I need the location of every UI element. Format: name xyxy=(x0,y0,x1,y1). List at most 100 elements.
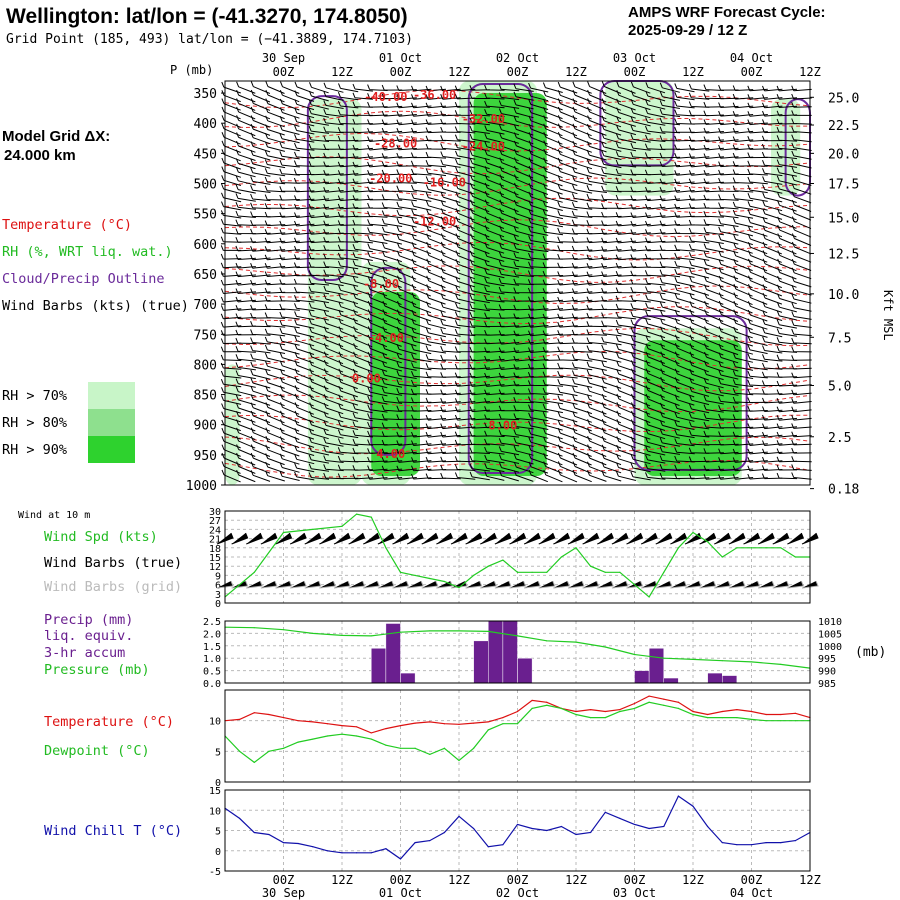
wind-barb xyxy=(338,277,359,287)
wind-barb xyxy=(352,268,373,279)
wind-barb xyxy=(294,195,315,201)
wind-barb xyxy=(762,414,783,421)
wind-barb xyxy=(791,241,812,255)
wind-barb xyxy=(791,398,812,404)
wind-barb xyxy=(747,371,768,379)
wind-barb xyxy=(542,412,563,422)
wind-barb xyxy=(484,216,505,229)
wind-chill-tick-label: 5 xyxy=(215,827,221,838)
wind-barb xyxy=(718,93,739,100)
wind-barb xyxy=(250,361,271,371)
wind-barb xyxy=(294,402,314,415)
wind-barb xyxy=(528,445,549,457)
temperature-line-point xyxy=(458,723,460,725)
wind-barb xyxy=(732,111,754,117)
wind-barb xyxy=(670,580,688,589)
temperature-contour-label: -8.00 xyxy=(363,277,399,291)
wind-barb xyxy=(615,246,637,252)
wind-barb xyxy=(571,313,593,319)
wind-barb xyxy=(220,305,242,311)
wind-barb xyxy=(703,243,724,253)
wind-barb xyxy=(494,580,512,589)
wind-speed-line-point xyxy=(560,556,562,558)
wind-barb xyxy=(513,243,534,253)
wind-barb xyxy=(776,440,798,446)
wind-barb xyxy=(586,353,607,363)
wind-barb xyxy=(396,309,417,322)
wind-barb xyxy=(513,445,534,456)
wind-barb xyxy=(659,195,681,202)
wind-barb xyxy=(645,108,666,118)
wind-barb xyxy=(396,111,417,117)
wind-barb xyxy=(776,337,798,345)
dewpoint-line-point xyxy=(443,747,445,749)
wind-barb xyxy=(396,242,417,254)
temperature-line-point xyxy=(692,710,694,713)
wind-barb xyxy=(425,448,447,455)
wind-barb xyxy=(640,532,658,545)
wind-barb xyxy=(528,330,549,337)
wind-barb xyxy=(732,352,754,363)
wind-barb xyxy=(615,303,637,311)
wind-barb xyxy=(498,364,520,370)
wind-barb xyxy=(367,259,388,271)
temperature-tick-label: 5 xyxy=(215,747,221,758)
wind-barb xyxy=(279,212,300,218)
wind-barb xyxy=(586,158,607,169)
wind-barb xyxy=(265,436,285,449)
wind-barb xyxy=(670,532,688,545)
wind-barb xyxy=(732,474,754,480)
wind-barb xyxy=(791,250,812,263)
wind-barb xyxy=(645,117,666,126)
wind-barb xyxy=(352,368,373,381)
wind-barb xyxy=(674,252,695,261)
wind-barb xyxy=(659,437,680,447)
wind-barb xyxy=(220,313,242,320)
wind-barb xyxy=(601,304,622,311)
wind-barb xyxy=(425,192,446,203)
wind-barb xyxy=(469,276,490,287)
wind-barb xyxy=(615,311,637,320)
wind-barb xyxy=(542,235,564,244)
wind-barb xyxy=(279,90,300,103)
wind-barb xyxy=(484,471,505,481)
wind-barb xyxy=(338,377,358,390)
temperature-contour-label: -16.00 xyxy=(423,176,466,190)
wind-speed-line-point xyxy=(546,571,548,573)
bottom-date-label: 02 Oct xyxy=(496,886,539,900)
wind-barb xyxy=(587,115,607,128)
wind-barb xyxy=(660,385,680,398)
wind-barb xyxy=(293,186,315,193)
wind-barb xyxy=(571,354,593,362)
wind-barb xyxy=(498,338,520,345)
wind-barb xyxy=(645,393,665,407)
wind-barb xyxy=(747,344,768,355)
wind-barb xyxy=(440,275,461,288)
wind-barb xyxy=(220,370,242,379)
wind-chill-line-point xyxy=(677,795,679,797)
wind-barb xyxy=(440,200,461,212)
wind-barb xyxy=(630,295,651,303)
wind-barb xyxy=(703,219,724,227)
wind-barb xyxy=(308,454,329,464)
wind-barb xyxy=(411,111,432,117)
wind-barb xyxy=(616,124,637,136)
wind-barb xyxy=(688,219,710,226)
bottom-hour-label: 12Z xyxy=(331,873,353,887)
wind-barb xyxy=(528,428,549,439)
wind-barb xyxy=(304,532,322,545)
wind-barb xyxy=(279,98,300,111)
wind-barb xyxy=(718,405,739,412)
wind-barb xyxy=(309,385,329,398)
wind-barb xyxy=(484,117,505,126)
wind-barb xyxy=(454,423,476,429)
top-hour-label: 12Z xyxy=(682,65,704,79)
dewpoint-line-point xyxy=(633,707,636,710)
wind-barb xyxy=(601,98,622,111)
wind-barb xyxy=(733,242,753,254)
wind-barb xyxy=(352,118,373,125)
wind-barb xyxy=(528,305,549,311)
wind-barb xyxy=(235,305,256,311)
wind-barb xyxy=(235,346,256,353)
wind-speed-line-point xyxy=(648,596,650,598)
